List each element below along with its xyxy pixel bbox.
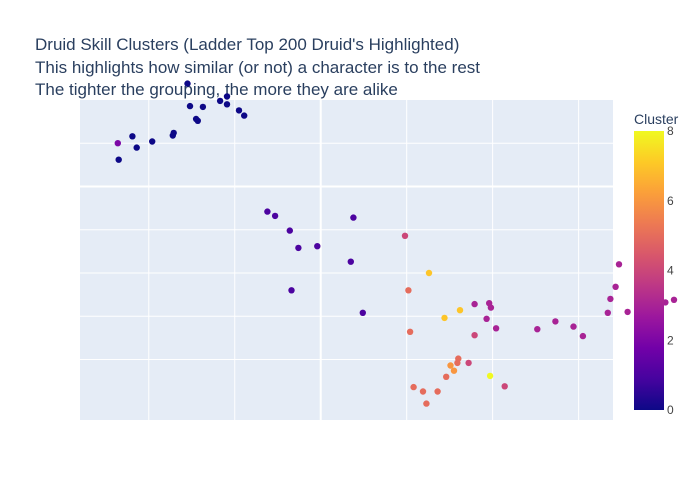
data-point	[271, 212, 279, 220]
data-point	[471, 332, 478, 339]
data-point	[406, 328, 414, 335]
data-point	[455, 355, 462, 362]
data-point	[223, 93, 231, 100]
data-point	[492, 325, 500, 332]
data-point	[434, 388, 441, 395]
data-point	[465, 359, 472, 367]
plot-area	[80, 100, 613, 420]
data-point	[579, 332, 587, 340]
data-point	[441, 314, 448, 322]
data-point	[235, 107, 243, 114]
data-point	[456, 307, 464, 314]
data-point	[624, 308, 631, 316]
data-point	[241, 112, 248, 119]
chart-title: Druid Skill Clusters (Ladder Top 200 Dru…	[35, 35, 480, 99]
data-point	[423, 400, 430, 407]
data-point	[184, 80, 191, 87]
data-point	[347, 258, 354, 265]
gridlines	[80, 100, 613, 420]
data-point	[186, 102, 194, 110]
data-point	[223, 101, 231, 108]
colorbar-tick-label: 6	[667, 194, 674, 208]
data-point	[570, 323, 577, 330]
data-point	[471, 300, 478, 308]
data-point	[615, 261, 623, 268]
data-point	[264, 208, 271, 215]
data-point	[419, 388, 427, 395]
data-point	[552, 318, 559, 325]
data-point	[604, 309, 611, 316]
colorbar-tick-label: 8	[667, 124, 674, 138]
title-line-1: Druid Skill Clusters (Ladder Top 200 Dru…	[35, 35, 459, 54]
data-point	[114, 140, 122, 147]
data-point	[194, 117, 201, 125]
data-point	[401, 232, 409, 239]
data-point	[149, 138, 156, 145]
data-point	[607, 295, 614, 303]
data-point	[295, 244, 302, 252]
data-point	[288, 287, 295, 294]
data-point	[443, 373, 450, 380]
data-point	[450, 367, 458, 374]
colorbar-tick-label: 0	[667, 403, 674, 417]
data-point	[405, 287, 412, 294]
colorbar-ticks: 0 2 4 6 8	[667, 124, 674, 417]
data-point	[483, 315, 490, 322]
data-point	[612, 283, 619, 290]
data-point	[486, 300, 493, 307]
colorbar-tick-label: 2	[667, 333, 674, 347]
data-point	[314, 243, 321, 250]
colorbar-gradient	[634, 131, 664, 410]
colorbar-tick-label: 4	[667, 264, 674, 278]
data-markers	[114, 80, 678, 407]
title-line-2: This highlights how similar (or not) a c…	[35, 58, 480, 77]
data-point	[286, 227, 293, 234]
data-point	[199, 103, 207, 111]
data-point	[170, 129, 177, 137]
title-line-3: The tighter the grouping, the more they …	[35, 80, 398, 99]
data-point	[534, 326, 541, 333]
data-point	[216, 97, 224, 105]
data-point	[350, 214, 357, 221]
data-point	[501, 383, 508, 390]
data-point	[447, 362, 454, 369]
data-point	[359, 309, 366, 316]
data-point	[670, 296, 678, 303]
data-point	[133, 144, 140, 151]
data-point	[425, 269, 433, 277]
data-point	[410, 383, 417, 391]
colorbar-title: Cluster	[634, 111, 679, 127]
data-point	[486, 372, 494, 380]
colorbar: Cluster 0 2 4 6 8	[634, 111, 679, 417]
data-point	[115, 156, 122, 163]
data-point	[129, 133, 136, 140]
